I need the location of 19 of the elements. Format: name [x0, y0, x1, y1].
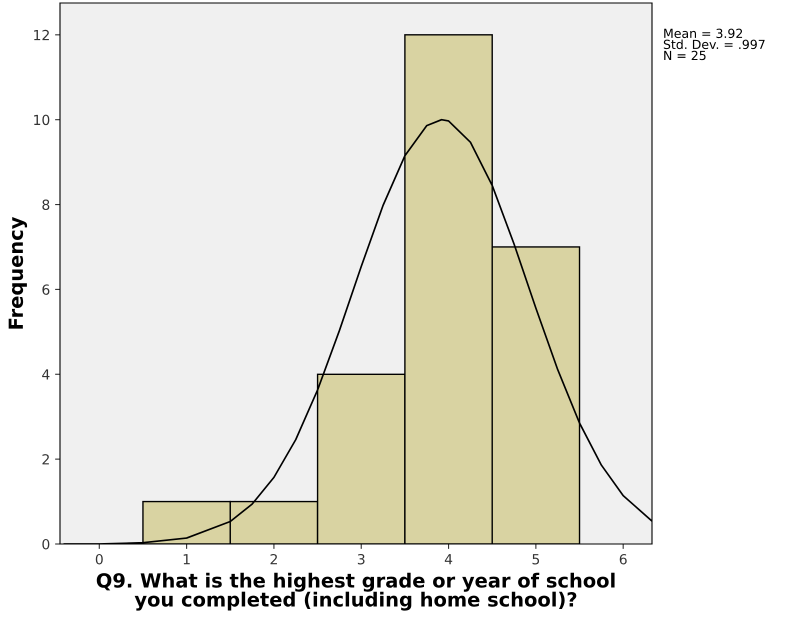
x-tick-label: 6	[620, 554, 627, 564]
x-tick-label: 4	[444, 554, 452, 564]
y-tick-label: 4	[42, 369, 50, 380]
text: Mean = 3.92	[664, 28, 742, 38]
x-tick-label: 2	[270, 554, 277, 564]
text: Std. Dev. = .997	[664, 39, 765, 50]
y-tick-label: 8	[42, 200, 50, 210]
y-axis-title: Frequency	[8, 216, 28, 329]
x-tick-label: 3	[358, 554, 365, 564]
y-tick-label: 6	[42, 284, 50, 295]
x-axis-title: Q9. What is the highest grade or year of school you completed (including home school)?	[96, 572, 615, 611]
text: N = 25	[664, 50, 706, 60]
x-tick-label: 1	[184, 554, 190, 564]
y-tick-label: 2	[42, 454, 49, 464]
y-tick-label: 12	[34, 30, 49, 40]
x-tick-label: 0	[96, 554, 103, 564]
y-tick-label: 10	[34, 114, 50, 126]
y-tick-label: 0	[42, 538, 50, 550]
x-tick-label: 5	[532, 554, 540, 564]
